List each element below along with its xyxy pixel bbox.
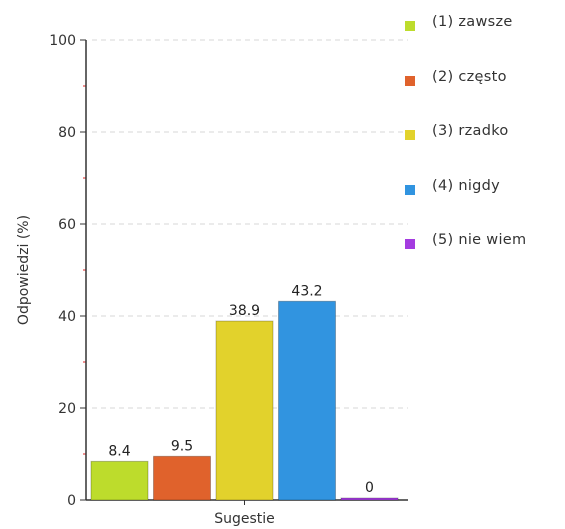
y-tick-label: 0: [67, 493, 76, 509]
legend-swatch: [405, 75, 415, 86]
y-tick-label: 40: [58, 309, 76, 325]
legend-swatch: [405, 21, 415, 31]
legend-label: (3) rzadko: [432, 123, 509, 139]
bar-value-label: 0: [365, 480, 374, 496]
bar: [90, 460, 149, 501]
legend-swatch: [405, 184, 415, 195]
x-axis-title: Sugestie: [214, 511, 275, 527]
legend-swatch: [405, 239, 415, 249]
legend-item: (2) często: [405, 69, 563, 124]
chart-legend: (1) zawsze (2) często (3) rzadko (4) nig…: [405, 14, 563, 287]
legend-item: (1) zawsze: [405, 14, 563, 69]
bar-value-label: 43.2: [291, 283, 322, 299]
legend-label: (1) zawsze: [432, 14, 513, 30]
bar: [153, 455, 211, 501]
bar-value-label: 38.9: [229, 303, 260, 319]
y-tick-label: 100: [49, 33, 76, 49]
bar-value-label: 9.5: [171, 438, 193, 454]
legend-item: (5) nie wiem: [405, 232, 563, 287]
y-axis-title: Odpowiedzi (%): [16, 215, 32, 325]
bar: [340, 497, 399, 501]
legend-label: (2) często: [432, 68, 507, 85]
legend-label: (5) nie wiem: [432, 232, 527, 248]
y-tick-label: 20: [58, 401, 76, 417]
legend-item: (3) rzadko: [405, 123, 563, 178]
legend-label: (4) nigdy: [432, 177, 501, 194]
bar-value-label: 8.4: [108, 443, 130, 459]
bar: [278, 300, 336, 501]
legend-swatch: [405, 130, 415, 140]
legend-item: (4) nigdy: [405, 178, 563, 233]
bar: [215, 320, 274, 501]
y-tick-label: 80: [58, 125, 76, 141]
y-tick-label: 60: [58, 217, 76, 233]
